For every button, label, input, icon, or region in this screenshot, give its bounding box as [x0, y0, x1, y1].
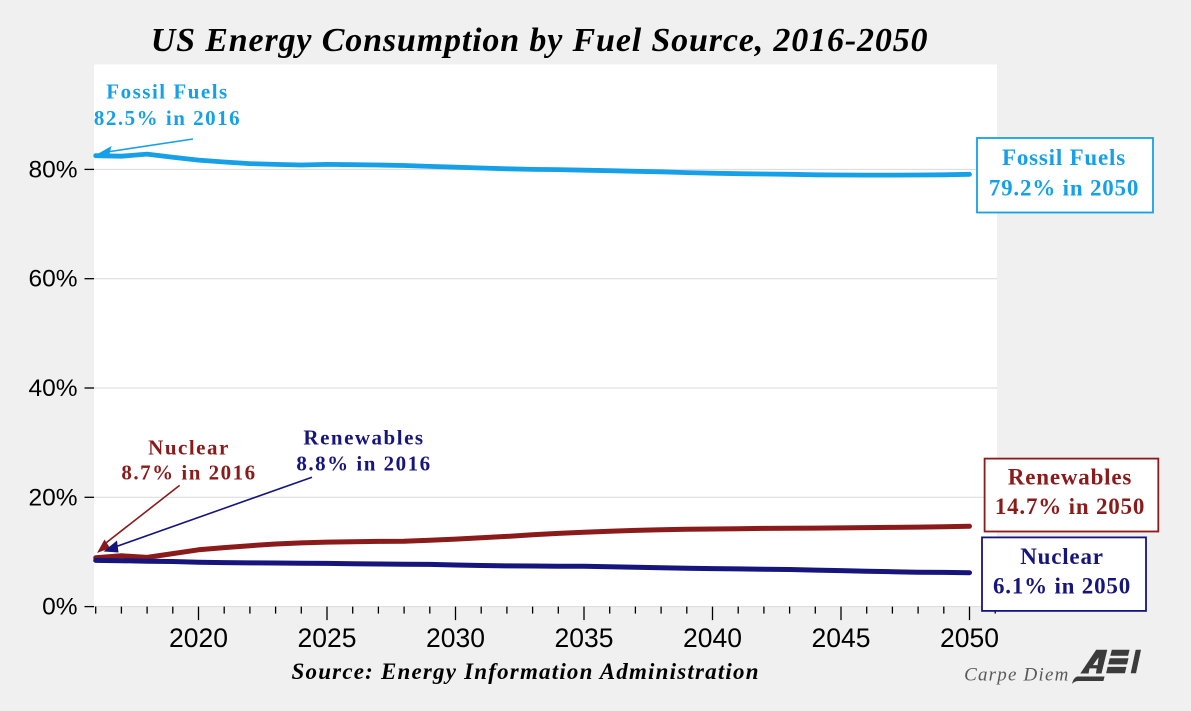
svg-text:Carpe Diem: Carpe Diem — [964, 665, 1069, 686]
svg-text:14.7% in 2050: 14.7% in 2050 — [995, 494, 1145, 519]
svg-text:Renewables: Renewables — [303, 425, 424, 449]
svg-text:8.7% in 2016: 8.7% in 2016 — [121, 461, 256, 485]
svg-text:60%: 60% — [28, 266, 77, 293]
svg-text:Nuclear: Nuclear — [1020, 544, 1104, 569]
svg-text:2025: 2025 — [298, 623, 357, 653]
svg-text:40%: 40% — [28, 375, 77, 402]
svg-text:82.5% in 2016: 82.5% in 2016 — [94, 106, 241, 130]
svg-text:Renewables: Renewables — [1008, 465, 1132, 490]
svg-text:79.2% in 2050: 79.2% in 2050 — [989, 176, 1139, 201]
svg-text:6.1% in 2050: 6.1% in 2050 — [993, 574, 1131, 599]
svg-text:Source: Energy Information Adm: Source: Energy Information Administratio… — [292, 659, 760, 684]
svg-text:2030: 2030 — [426, 623, 485, 653]
svg-text:8.8% in 2016: 8.8% in 2016 — [296, 452, 431, 476]
svg-text:Fossil Fuels: Fossil Fuels — [1002, 145, 1126, 170]
svg-text:2020: 2020 — [169, 623, 228, 653]
svg-text:2050: 2050 — [940, 623, 999, 653]
svg-text:Nuclear: Nuclear — [148, 435, 230, 459]
svg-text:80%: 80% — [28, 156, 77, 183]
svg-text:2040: 2040 — [683, 623, 742, 653]
svg-text:Fossil Fuels: Fossil Fuels — [106, 80, 228, 104]
svg-text:0%: 0% — [42, 594, 77, 621]
svg-text:2045: 2045 — [812, 623, 871, 653]
svg-text:2035: 2035 — [555, 623, 614, 653]
svg-text:20%: 20% — [28, 484, 77, 511]
svg-text:US Energy Consumption by Fuel: US Energy Consumption by Fuel Source, 20… — [151, 22, 929, 59]
